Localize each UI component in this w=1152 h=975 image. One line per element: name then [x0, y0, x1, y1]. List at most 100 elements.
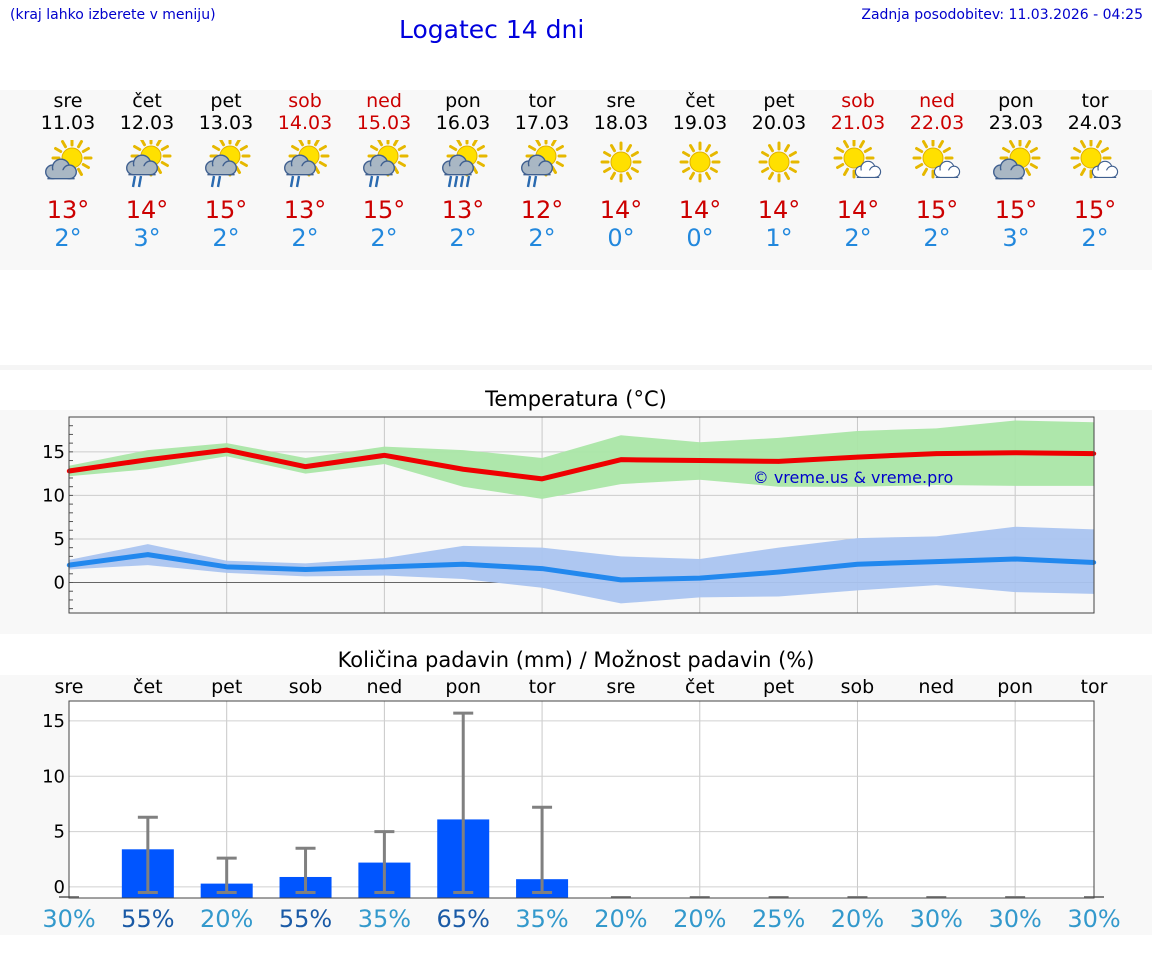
day-date: 23.03: [988, 112, 1044, 134]
min-temperature-line: [68, 552, 1095, 583]
max-point: [934, 451, 939, 456]
max-temperature: 13°: [283, 196, 327, 224]
day-label: ned: [918, 676, 954, 698]
sun-small-cloud-icon: [912, 140, 961, 179]
day-column: sre 11.03 13° 2°: [29, 90, 108, 252]
sun-cloud-rain-icon: [205, 140, 251, 188]
y-tick-label: 15: [42, 711, 65, 732]
day-label: sre: [55, 676, 84, 698]
probability-label: 35%: [515, 905, 568, 933]
day-name: ned: [366, 90, 402, 112]
sun-icon: [758, 141, 800, 183]
min-range-band: [69, 526, 1094, 604]
day-name: pon: [445, 90, 481, 112]
region-hint: (kraj lahko izberete v meniju): [10, 7, 216, 23]
day-date: 21.03: [830, 112, 886, 134]
max-point: [855, 454, 860, 460]
day-label: pon: [997, 676, 1033, 698]
day-date: 20.03: [751, 112, 807, 134]
day-label: čet: [685, 676, 715, 698]
max-point: [697, 458, 702, 463]
probability-label: 30%: [42, 905, 95, 933]
probability-label: 20%: [200, 905, 253, 933]
min-point: [855, 562, 860, 567]
day-date: 24.03: [1067, 112, 1123, 134]
plot-frame: [68, 700, 1095, 899]
copyright-label: © vreme.us & vreme.pro: [753, 468, 954, 487]
day-column: tor 17.03 12° 2°: [503, 90, 582, 252]
day-column: pet 20.03 14° 1°: [740, 90, 819, 252]
max-temperature: 14°: [599, 196, 643, 224]
rain-drops: [289, 175, 301, 188]
probability-label: 30%: [1067, 905, 1120, 933]
max-temperature: 15°: [915, 196, 959, 224]
min-temperature: 2°: [844, 224, 872, 252]
probability-label: 20%: [594, 905, 647, 933]
day-name: sob: [841, 90, 875, 112]
day-label: tor: [1081, 676, 1108, 698]
cloud-shape: [1091, 160, 1119, 178]
plot-area: [69, 701, 1094, 898]
max-temperature: 15°: [1073, 196, 1117, 224]
max-temperature: 14°: [125, 196, 169, 224]
day-label: ned: [366, 676, 402, 698]
day-label: tor: [529, 676, 556, 698]
cloud-shape: [284, 154, 316, 176]
sun-shape: [758, 141, 800, 183]
min-point: [934, 559, 939, 564]
max-point: [461, 467, 466, 472]
partly-cloudy-icon: [45, 140, 93, 180]
sun-icon: [679, 141, 721, 183]
y-tick-label: 0: [54, 573, 65, 594]
day-column: pon 23.03 15° 3°: [977, 90, 1056, 252]
min-temperature: 1°: [765, 224, 793, 252]
day-label: sob: [289, 676, 323, 698]
sun-small-cloud-icon: [1070, 140, 1119, 179]
y-tick-label: 0: [54, 877, 65, 898]
probability-label: 20%: [673, 905, 726, 933]
day-date: 13.03: [198, 112, 254, 134]
min-point: [303, 567, 308, 572]
rain-drops: [368, 175, 380, 188]
y-tick-label: 10: [42, 485, 65, 506]
y-tick-label: 10: [42, 766, 65, 787]
day-name: tor: [1081, 90, 1109, 112]
daily-summary-panel: [0, 90, 1152, 270]
day-label: čet: [133, 676, 163, 698]
max-point: [303, 464, 308, 469]
rain-drops: [447, 175, 471, 188]
probability-label: 20%: [831, 905, 884, 933]
day-column: sre 18.03 14° 0°: [582, 90, 661, 252]
cloud-shape: [363, 154, 395, 176]
day-date: 22.03: [909, 112, 965, 134]
probability-label: 25%: [752, 905, 805, 933]
max-temperature: 12°: [520, 196, 564, 224]
min-temperature: 2°: [1081, 224, 1109, 252]
day-name: pet: [210, 90, 242, 112]
day-name: sre: [606, 90, 636, 112]
cloud-shape: [854, 160, 882, 178]
day-name: pet: [763, 90, 795, 112]
probability-label: 55%: [279, 905, 332, 933]
max-point: [776, 459, 781, 464]
max-temperature-line: [68, 447, 1095, 482]
last-update: Zadnja posodobitev: 11.03.2026 - 04:25: [861, 7, 1143, 23]
min-point: [224, 564, 229, 570]
rain-drops: [131, 175, 143, 188]
cloud-shape: [993, 158, 1025, 180]
day-column: pon 16.03 13° 2°: [424, 90, 503, 252]
min-temperature: 0°: [607, 224, 635, 252]
min-point: [776, 569, 781, 575]
temperature-chart-title: Temperatura (°C): [485, 387, 667, 411]
cloud-shape: [442, 154, 474, 176]
cloud-shape: [205, 154, 237, 176]
cloud-shape: [933, 160, 961, 178]
temperature-chart: 0 5 10 15 © vreme.us & vreme.pro: [42, 416, 1097, 614]
max-point: [145, 457, 151, 462]
divider: [0, 365, 1152, 370]
page-title: Logatec 14 dni: [399, 15, 585, 44]
max-temperature: 13°: [46, 196, 90, 224]
sun-cloud-rain-icon: [442, 140, 488, 188]
day-column: ned 15.03 15° 2°: [345, 90, 424, 252]
min-temperature: 2°: [449, 224, 477, 252]
